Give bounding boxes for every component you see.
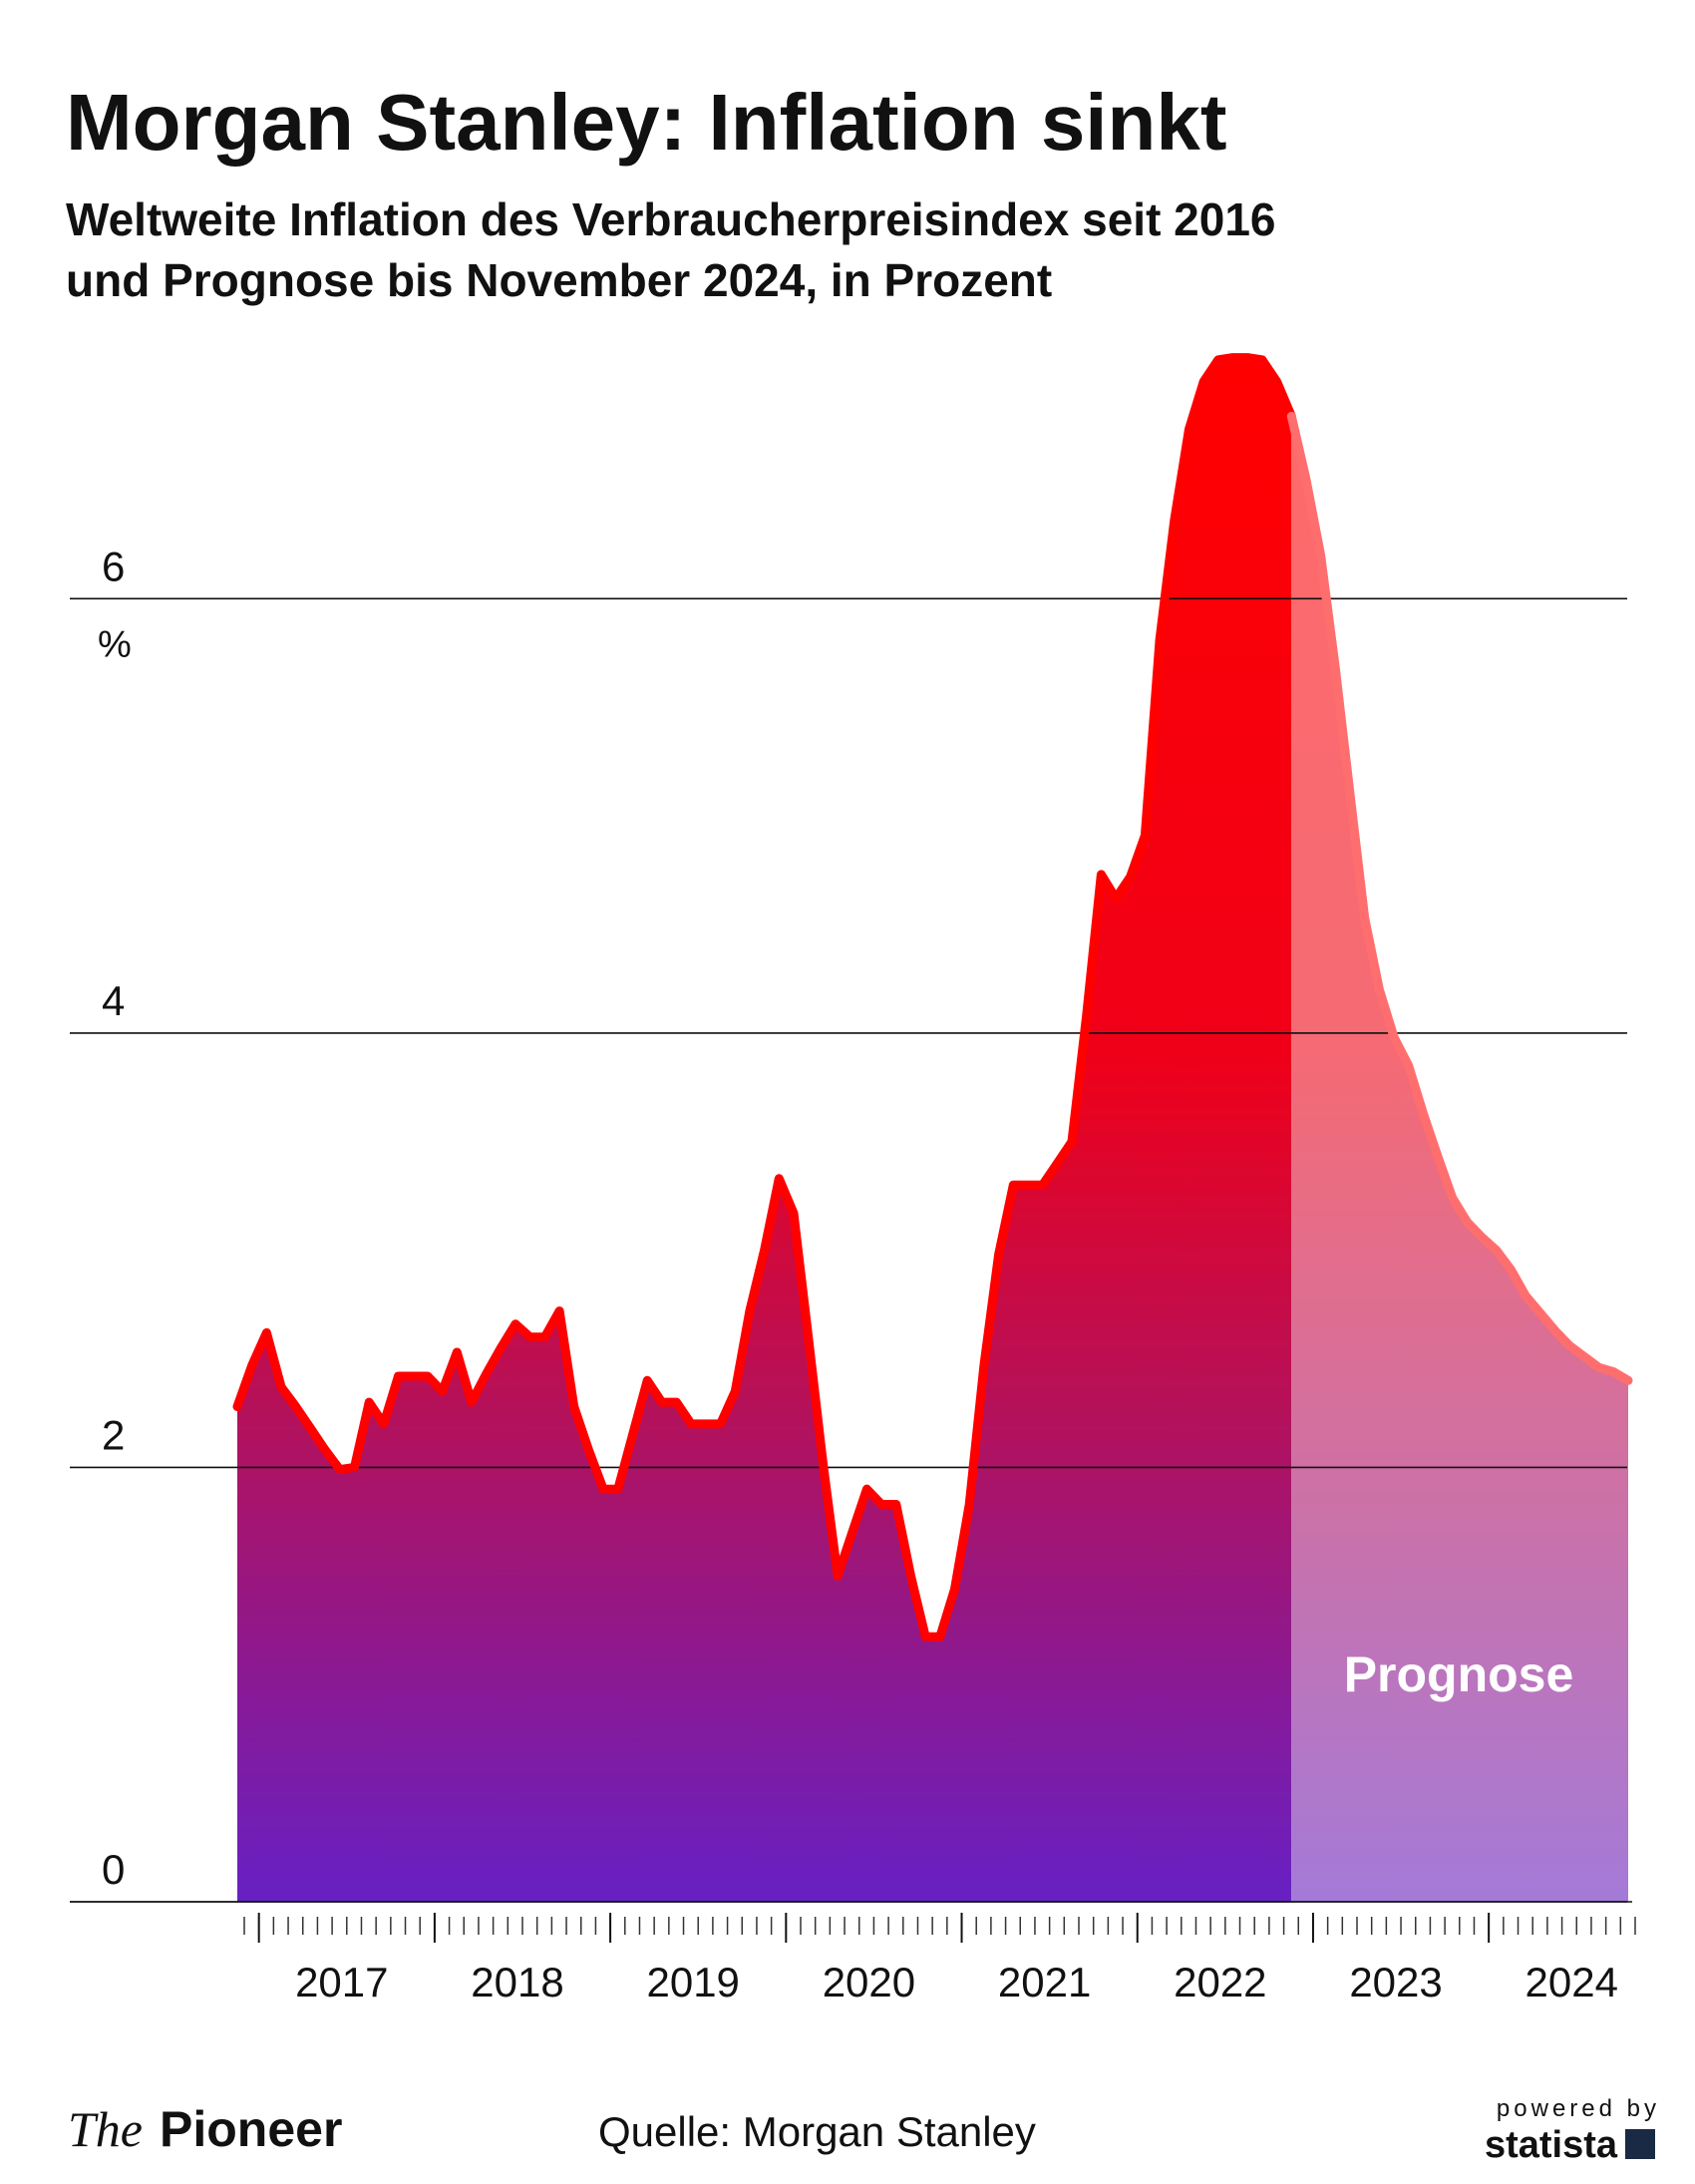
footer: The Pioneer Quelle: Morgan Stanley power… bbox=[68, 2095, 1660, 2166]
chart-subtitle: und Prognose bis November 2024, in Proze… bbox=[66, 254, 1052, 306]
forecast-label: Prognose bbox=[1344, 1646, 1574, 1702]
plot-area: 0 2 4 6% Prognose 2017 2018 2019 2020 2021 2022 202… bbox=[70, 353, 1636, 2005]
line-past bbox=[232, 353, 1296, 1641]
x-tick-label: 2017 bbox=[295, 1959, 388, 2005]
x-tick-label: 2020 bbox=[823, 1959, 915, 2005]
x-tick-label: 2019 bbox=[646, 1959, 739, 2005]
y-tick-label: 0 bbox=[102, 1846, 125, 1893]
y-tick-label: 6 bbox=[102, 543, 125, 589]
y-tick-label: 2 bbox=[102, 1411, 125, 1458]
x-tick-label: 2023 bbox=[1349, 1959, 1442, 2005]
chart-title: Morgan Stanley: Inflation sinkt bbox=[66, 78, 1227, 167]
x-tick-label: 2022 bbox=[1174, 1959, 1266, 2005]
line-forecast bbox=[1286, 411, 1633, 1385]
x-tick-label: 2024 bbox=[1526, 1959, 1618, 2005]
y-unit: % bbox=[98, 623, 132, 665]
area-forecast bbox=[1291, 416, 1628, 1902]
y-tick-label: 4 bbox=[102, 977, 125, 1024]
x-tick-label: 2018 bbox=[471, 1959, 563, 2005]
logo-the: The bbox=[68, 2101, 143, 2157]
source: Quelle: Morgan Stanley bbox=[598, 2108, 1036, 2155]
statista-icon bbox=[1625, 2129, 1655, 2159]
chart-subtitle: Weltweite Inflation des Verbraucherpreis… bbox=[66, 193, 1276, 245]
powered-by: powered by bbox=[1497, 2095, 1660, 2122]
x-tick-label: 2021 bbox=[998, 1959, 1091, 2005]
area-past bbox=[237, 357, 1292, 1903]
logo-pioneer: Pioneer bbox=[160, 2101, 342, 2157]
statista: statista bbox=[1485, 2124, 1618, 2166]
